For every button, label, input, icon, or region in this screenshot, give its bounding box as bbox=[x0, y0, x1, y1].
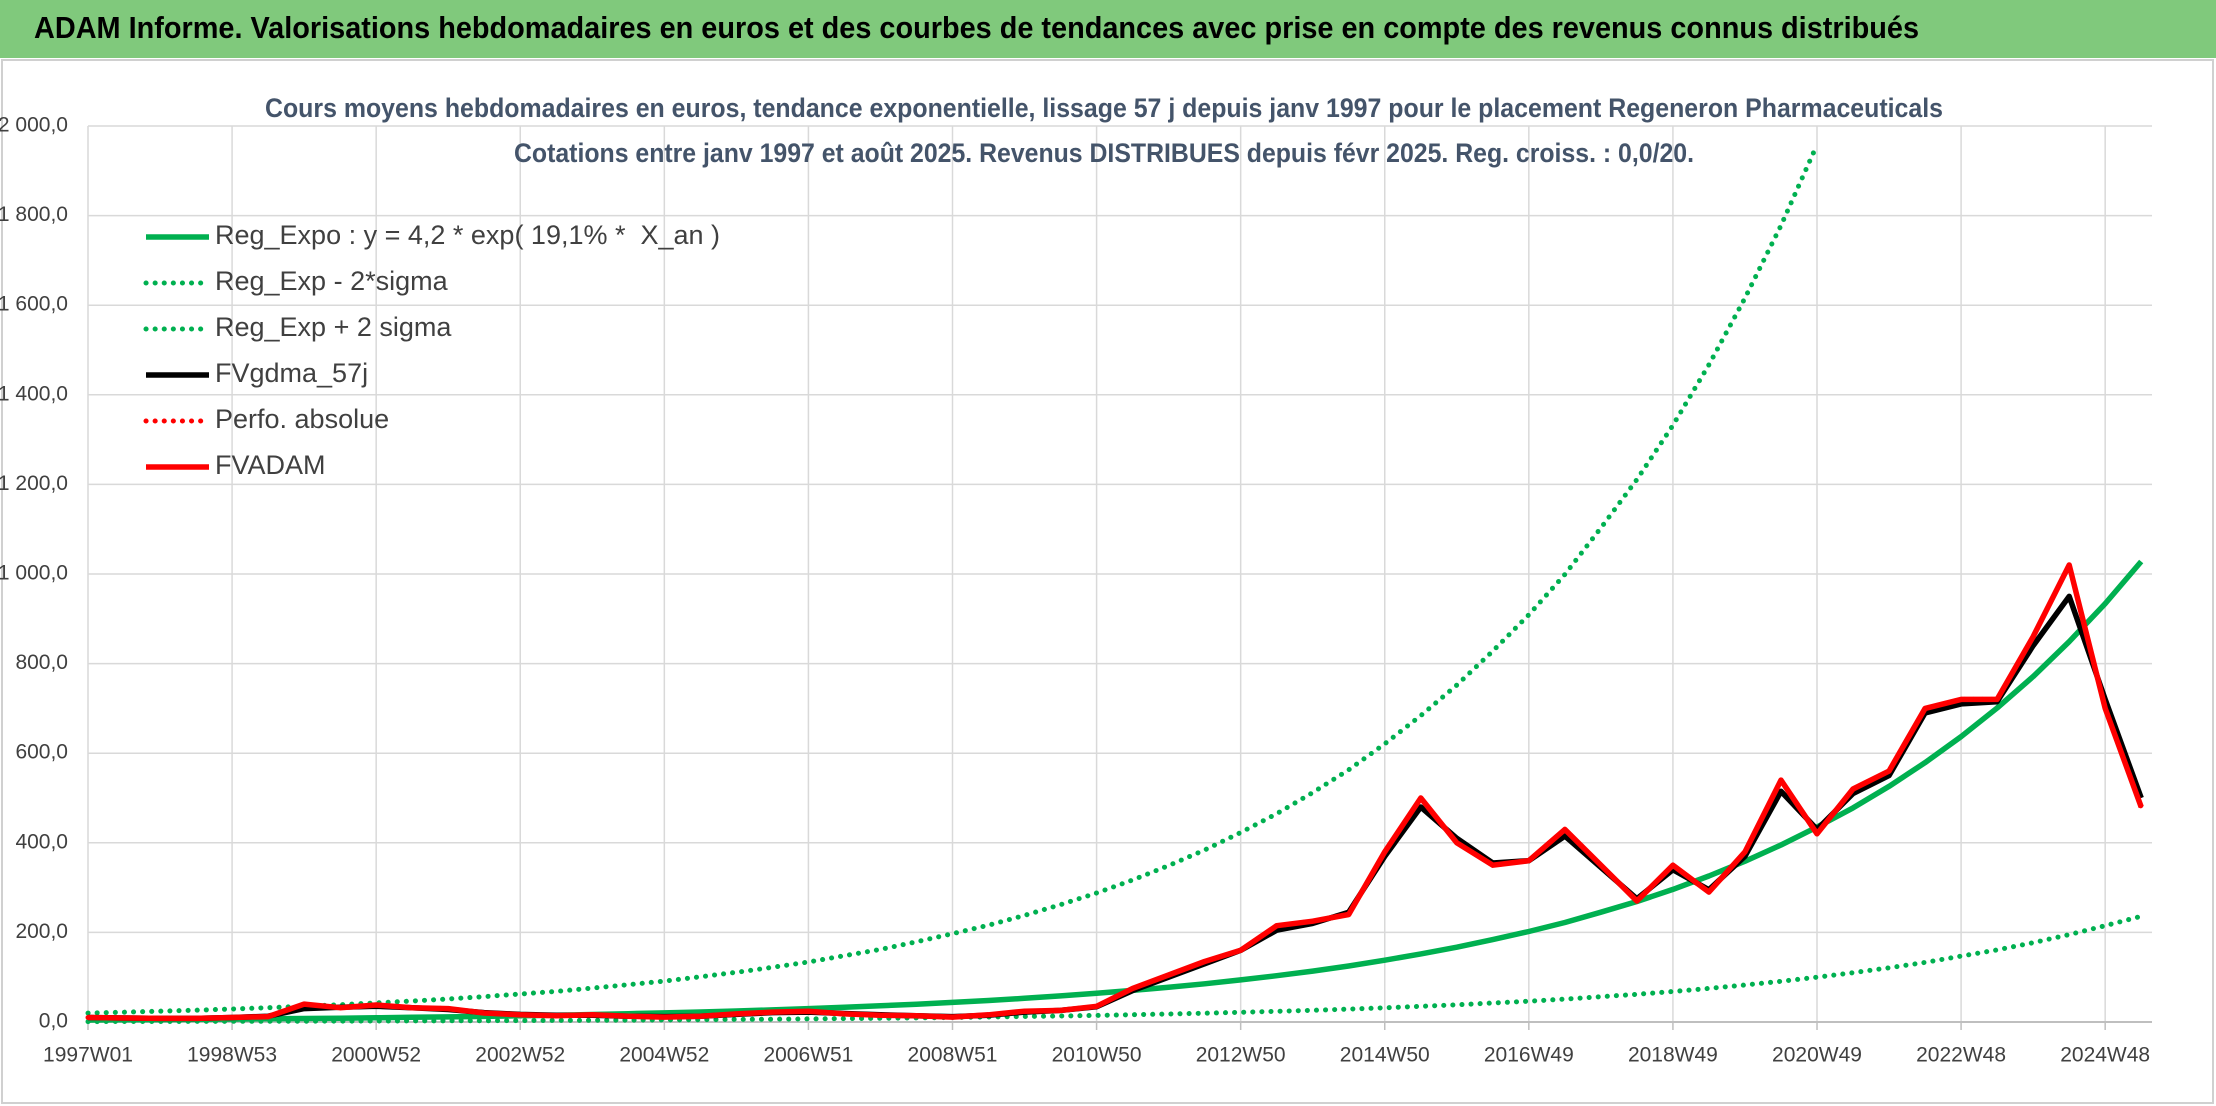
y-tick-label: 800,0 bbox=[15, 651, 68, 674]
x-tick-label: 2002W52 bbox=[475, 1044, 565, 1067]
chart-title: Cours moyens hebdomadaires en euros, ten… bbox=[265, 93, 1943, 123]
legend-label: Reg_Exp - 2*sigma bbox=[215, 266, 449, 296]
y-tick-label: 1 200,0 bbox=[0, 472, 68, 495]
chart-subtitle: Cotations entre janv 1997 et août 2025. … bbox=[514, 138, 1694, 168]
series-line bbox=[85, 913, 2144, 1025]
x-tick-label: 2022W48 bbox=[1916, 1044, 2006, 1067]
x-tick-label: 2006W51 bbox=[763, 1044, 853, 1067]
legend-label: Reg_Expo : y = 4,2 * exp( 19,1% * X_an ) bbox=[215, 220, 720, 250]
x-tick-label: 2014W50 bbox=[1340, 1044, 1430, 1067]
y-tick-label: 1 000,0 bbox=[0, 562, 68, 585]
x-tick-label: 1998W53 bbox=[187, 1044, 277, 1067]
series-line bbox=[87, 562, 2144, 1022]
legend-label: Reg_Exp + 2 sigma bbox=[215, 312, 452, 342]
series-line bbox=[85, 142, 1820, 1016]
y-tick-label: 600,0 bbox=[15, 741, 68, 764]
chart: 0,0 200,0 400,0 600,0 800,0 1 000,0 1 200,0 1 4… bbox=[0, 114, 2152, 1067]
header-bar bbox=[0, 0, 2216, 58]
y-tick-label: 1 400,0 bbox=[0, 382, 68, 405]
y-tick-label: 200,0 bbox=[15, 920, 68, 943]
x-tick-label: 2016W49 bbox=[1484, 1044, 1574, 1067]
x-tick-label: 2018W49 bbox=[1628, 1044, 1718, 1067]
y-tick-label: 0,0 bbox=[39, 1010, 68, 1033]
x-tick-label: 2024W48 bbox=[2060, 1044, 2150, 1067]
x-tick-label: 2000W52 bbox=[331, 1044, 421, 1067]
x-tick-label: 2012W50 bbox=[1196, 1044, 1286, 1067]
x-tick-label: 1997W01 bbox=[43, 1044, 133, 1067]
legend-label: FVgdma_57j bbox=[215, 358, 368, 388]
y-tick-label: 400,0 bbox=[15, 830, 68, 853]
y-tick-label: 1 600,0 bbox=[0, 293, 68, 316]
chart-frame bbox=[1, 59, 2214, 1104]
legend-label: Perfo. absolue bbox=[215, 404, 389, 434]
x-tick-label: 2020W49 bbox=[1772, 1044, 1862, 1067]
series-line bbox=[87, 559, 2144, 1023]
x-tick-label: 2004W52 bbox=[619, 1044, 709, 1067]
y-tick-label: 2 000,0 bbox=[0, 114, 68, 137]
x-tick-label: 2010W50 bbox=[1052, 1044, 1142, 1067]
legend-label: FVADAM bbox=[215, 450, 326, 480]
y-tick-label: 1 800,0 bbox=[0, 203, 68, 226]
x-tick-label: 2008W51 bbox=[908, 1044, 998, 1067]
header-title: ADAM Informe. Valorisations hebdomadaire… bbox=[34, 10, 1919, 45]
